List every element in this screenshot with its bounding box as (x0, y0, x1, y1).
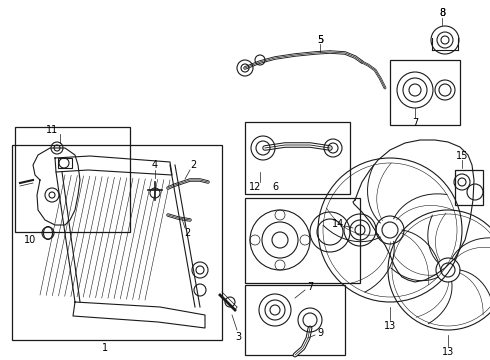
Text: 11: 11 (46, 125, 58, 135)
Text: 5: 5 (317, 35, 323, 45)
Text: 1: 1 (102, 343, 108, 353)
Bar (245, 122, 350, 194)
Text: 8: 8 (439, 8, 445, 18)
Text: 13: 13 (384, 321, 396, 331)
Bar (15, 127, 130, 232)
Bar (245, 285, 345, 355)
Text: 4: 4 (152, 160, 158, 170)
Text: 8: 8 (439, 8, 445, 18)
Text: 2: 2 (184, 228, 190, 238)
Text: 7: 7 (412, 118, 418, 128)
Text: 5: 5 (317, 35, 323, 45)
Bar (58, 158, 72, 168)
Bar (455, 170, 483, 205)
Text: 3: 3 (235, 332, 241, 342)
Text: 15: 15 (456, 151, 468, 161)
Text: 7: 7 (307, 282, 313, 292)
Text: 2: 2 (190, 160, 196, 170)
Bar (390, 60, 460, 125)
Text: 14: 14 (332, 219, 344, 229)
Bar (245, 198, 360, 283)
Text: 6: 6 (272, 182, 278, 192)
Text: 9: 9 (317, 328, 323, 338)
Bar (12, 145, 222, 340)
Text: 10: 10 (24, 235, 36, 245)
Text: 12: 12 (249, 182, 261, 192)
Text: 13: 13 (442, 347, 454, 357)
